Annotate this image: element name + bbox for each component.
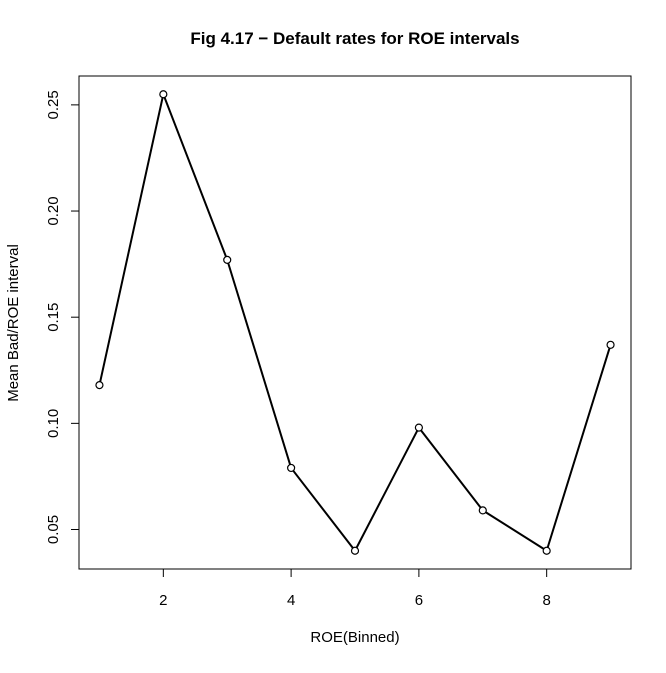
- plot-frame: [78, 75, 632, 570]
- data-point: [606, 340, 615, 349]
- y-tick-label: 0.15: [45, 303, 62, 332]
- data-point: [95, 381, 104, 390]
- y-tick-label: 0.10: [45, 409, 62, 438]
- data-point: [223, 255, 232, 264]
- data-line: [98, 93, 612, 552]
- x-tick-label: 4: [287, 592, 295, 609]
- x-axis: 2 4 6 8: [159, 568, 551, 609]
- data-points: [95, 90, 615, 555]
- y-tick-label: 0.05: [45, 515, 62, 544]
- x-tick-label: 6: [415, 592, 423, 609]
- x-tick-label: 8: [542, 592, 550, 609]
- data-point: [542, 546, 551, 555]
- y-tick-label: 0.20: [45, 196, 62, 225]
- data-point: [350, 546, 360, 555]
- x-tick-label: 2: [159, 592, 167, 609]
- y-axis: 0.05 0.10 0.15 0.20 0.25: [45, 90, 80, 544]
- data-point: [287, 463, 296, 473]
- data-point: [414, 423, 423, 432]
- chart-title: Fig 4.17 − Default rates for ROE interva…: [190, 29, 519, 48]
- x-axis-title: ROE(Binned): [310, 629, 399, 646]
- data-point: [478, 506, 487, 515]
- y-tick-label: 0.25: [45, 90, 62, 119]
- data-point: [159, 90, 168, 99]
- y-axis-title: Mean Bad/ROE interval: [5, 244, 22, 402]
